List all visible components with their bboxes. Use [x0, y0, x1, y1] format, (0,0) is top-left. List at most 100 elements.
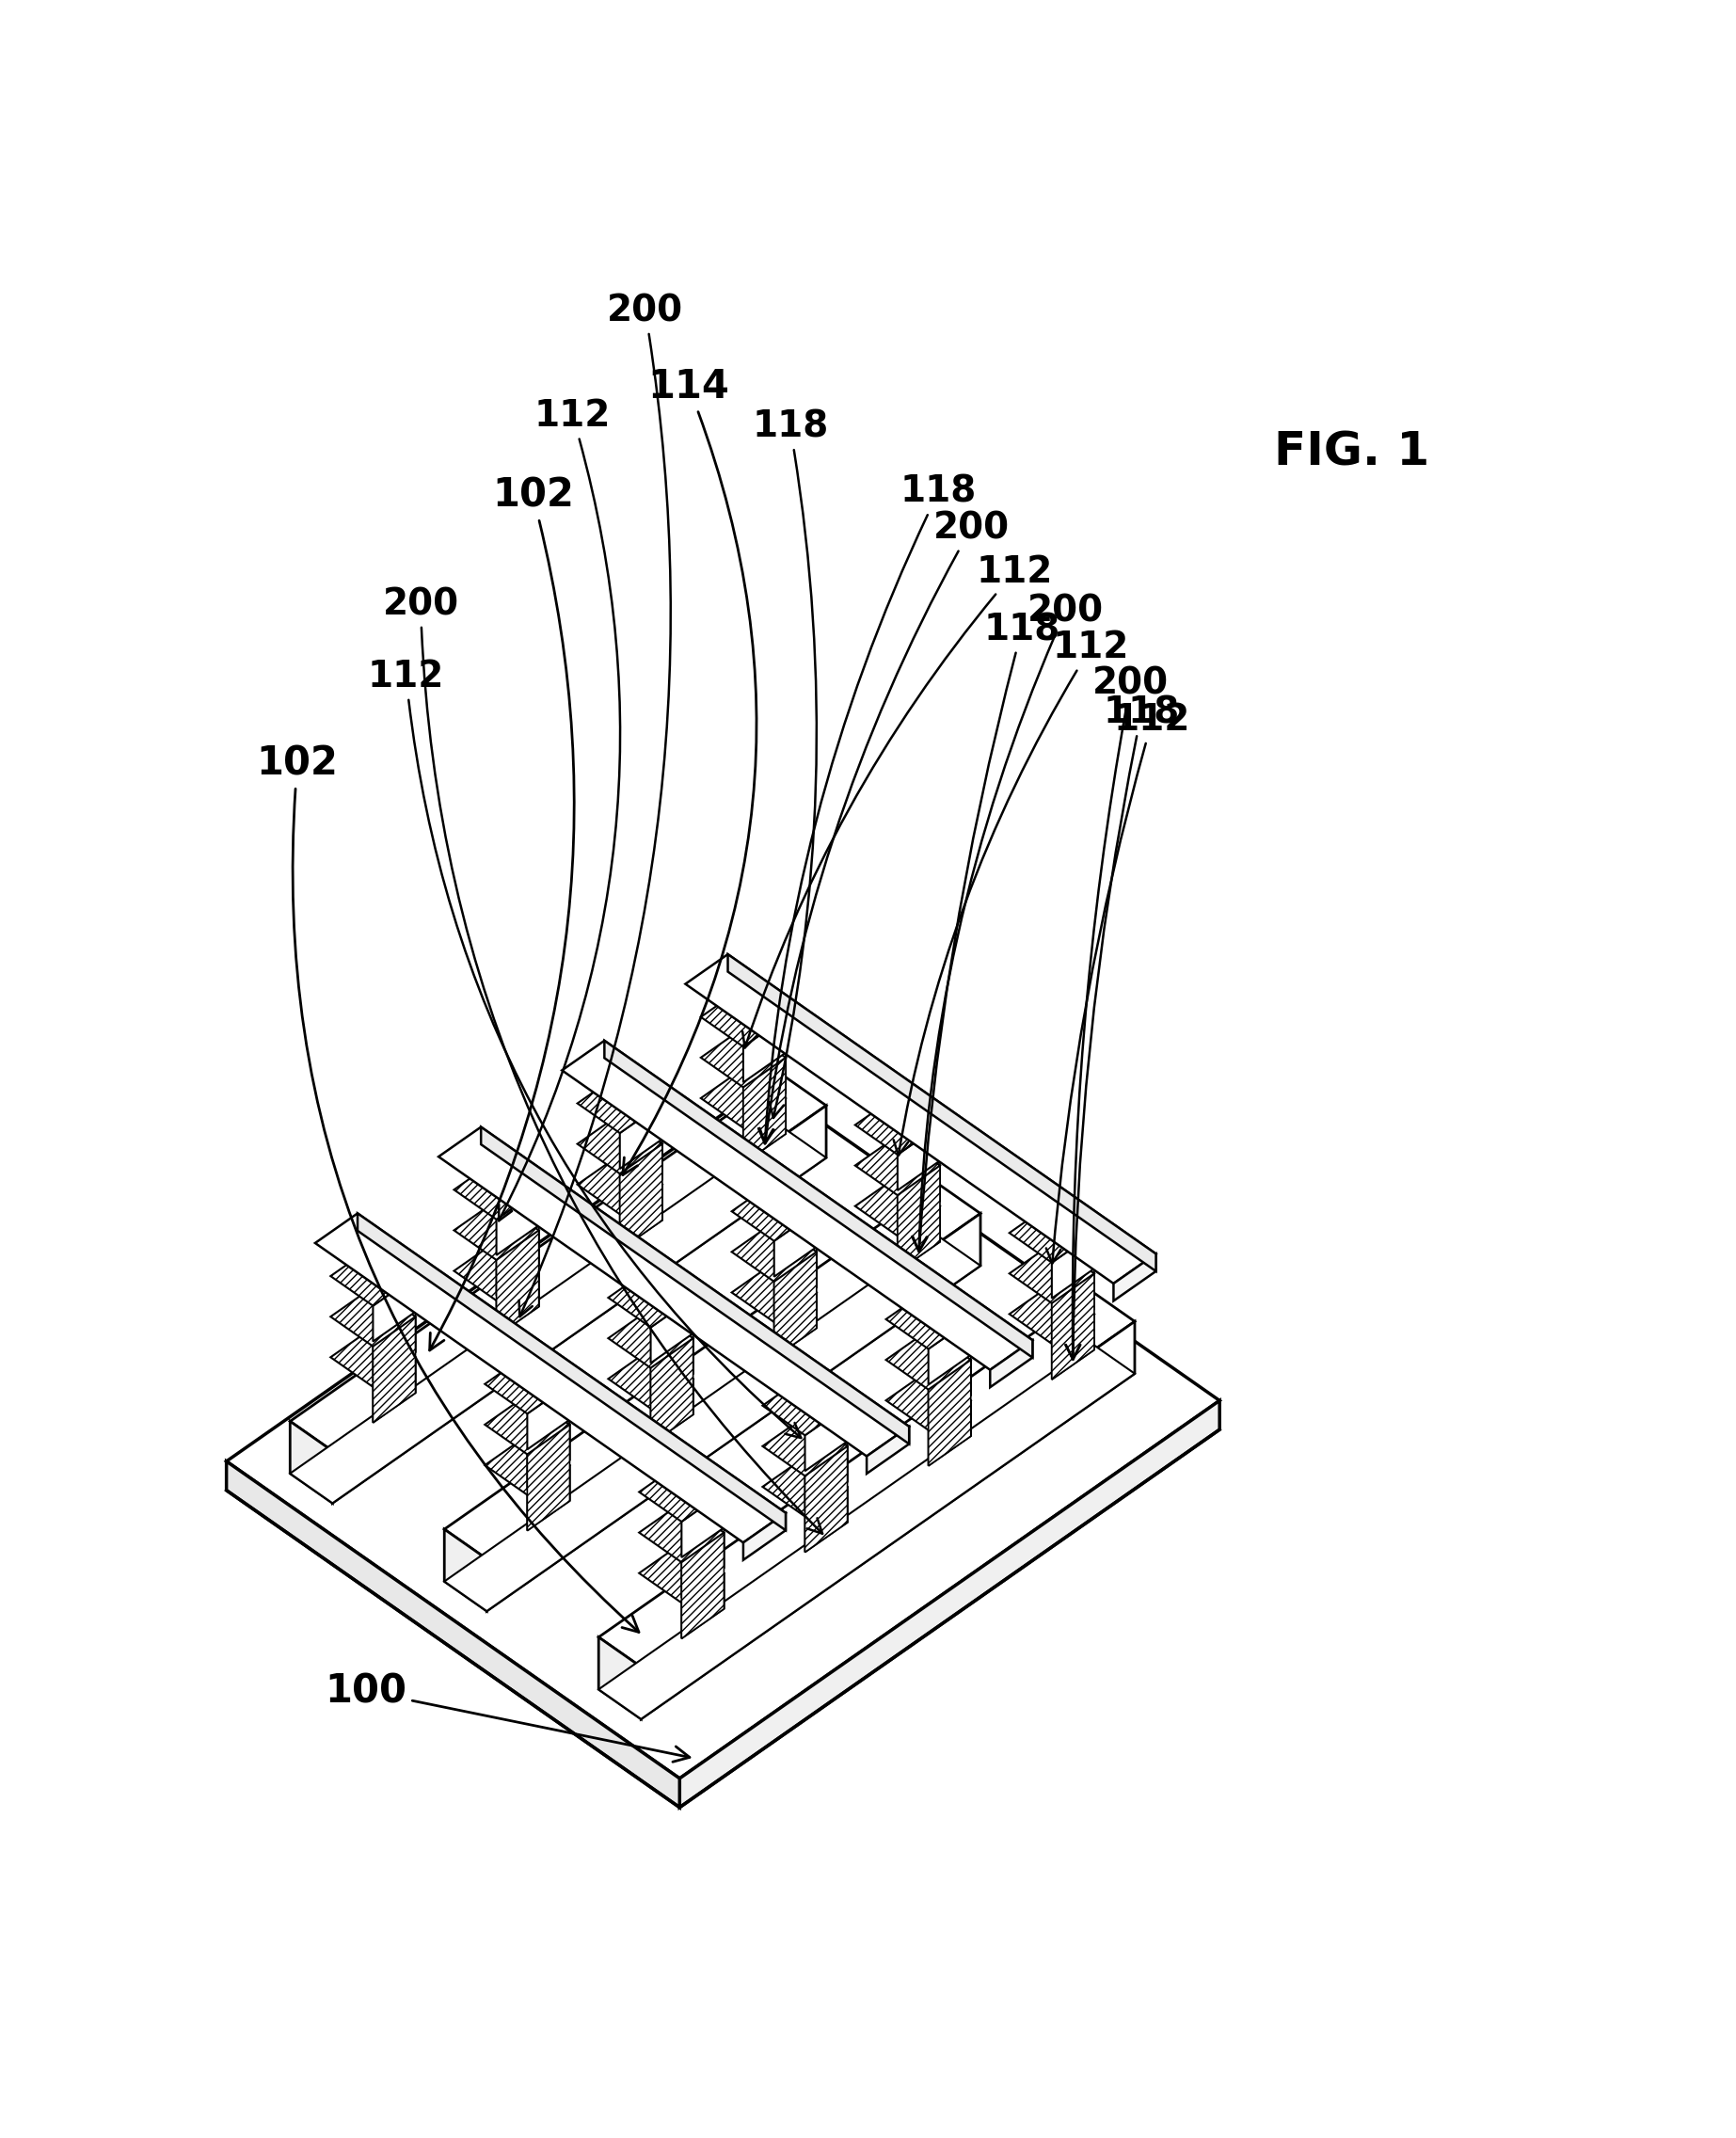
Polygon shape: [682, 1533, 724, 1597]
Polygon shape: [1052, 1274, 1094, 1338]
Polygon shape: [226, 1084, 1220, 1779]
Polygon shape: [620, 1184, 661, 1251]
Polygon shape: [373, 1246, 415, 1313]
Polygon shape: [762, 1458, 847, 1516]
Polygon shape: [496, 1242, 538, 1306]
Polygon shape: [651, 1308, 693, 1375]
Polygon shape: [743, 1514, 786, 1561]
Polygon shape: [528, 1424, 569, 1490]
Polygon shape: [620, 1155, 661, 1221]
Polygon shape: [762, 1417, 847, 1475]
Polygon shape: [743, 1058, 786, 1122]
Polygon shape: [701, 1028, 786, 1088]
Polygon shape: [731, 1264, 816, 1321]
Polygon shape: [486, 1214, 981, 1612]
Polygon shape: [358, 1214, 786, 1531]
Polygon shape: [330, 1246, 415, 1306]
Polygon shape: [562, 1041, 1033, 1370]
Polygon shape: [290, 1075, 826, 1452]
Polygon shape: [898, 1135, 939, 1202]
Polygon shape: [651, 1268, 693, 1334]
Polygon shape: [455, 1202, 538, 1259]
Polygon shape: [743, 1028, 786, 1093]
Polygon shape: [484, 1435, 569, 1494]
Polygon shape: [373, 1358, 415, 1422]
Polygon shape: [496, 1199, 538, 1336]
Text: FIG. 1: FIG. 1: [1274, 430, 1429, 475]
Polygon shape: [528, 1394, 569, 1460]
Polygon shape: [578, 1155, 661, 1214]
Polygon shape: [682, 1574, 724, 1638]
Polygon shape: [743, 1099, 786, 1163]
Polygon shape: [701, 988, 786, 1048]
Polygon shape: [444, 1184, 981, 1559]
Polygon shape: [1009, 1244, 1094, 1304]
Text: 200: 200: [1066, 667, 1168, 1360]
Text: 112: 112: [368, 659, 800, 1439]
Polygon shape: [651, 1308, 693, 1445]
Polygon shape: [578, 1073, 661, 1133]
Text: 118: 118: [759, 475, 977, 1144]
Polygon shape: [373, 1287, 415, 1353]
Text: 118: 118: [1066, 695, 1180, 1360]
Text: 200: 200: [519, 293, 684, 1317]
Polygon shape: [373, 1285, 415, 1422]
Polygon shape: [929, 1289, 970, 1355]
Polygon shape: [1052, 1285, 1094, 1349]
Polygon shape: [682, 1501, 724, 1638]
Polygon shape: [373, 1317, 415, 1381]
Text: 102: 102: [257, 744, 639, 1631]
Text: 112: 112: [1047, 703, 1191, 1264]
Polygon shape: [651, 1379, 693, 1445]
Polygon shape: [651, 1338, 693, 1405]
Polygon shape: [333, 1105, 826, 1503]
Polygon shape: [496, 1161, 538, 1225]
Polygon shape: [898, 1176, 939, 1242]
Polygon shape: [990, 1341, 1033, 1388]
Polygon shape: [528, 1435, 569, 1501]
Polygon shape: [731, 1223, 816, 1281]
Polygon shape: [682, 1462, 724, 1529]
Polygon shape: [806, 1458, 847, 1522]
Polygon shape: [743, 988, 786, 1052]
Polygon shape: [373, 1276, 415, 1341]
Polygon shape: [290, 1422, 333, 1503]
Polygon shape: [639, 1544, 724, 1604]
Polygon shape: [604, 1041, 1033, 1358]
Text: 118: 118: [913, 611, 1061, 1251]
Polygon shape: [444, 1236, 981, 1612]
Polygon shape: [528, 1465, 569, 1531]
Polygon shape: [929, 1330, 970, 1467]
Polygon shape: [898, 1135, 939, 1272]
Text: 112: 112: [498, 398, 620, 1221]
Polygon shape: [885, 1289, 970, 1349]
Polygon shape: [599, 1345, 1135, 1719]
Polygon shape: [856, 1095, 939, 1155]
Polygon shape: [528, 1383, 569, 1450]
Polygon shape: [774, 1182, 816, 1246]
Polygon shape: [599, 1291, 1135, 1668]
Polygon shape: [866, 1426, 910, 1473]
Polygon shape: [608, 1349, 693, 1409]
Polygon shape: [330, 1287, 415, 1347]
Polygon shape: [743, 1026, 786, 1163]
Polygon shape: [762, 1377, 847, 1435]
Polygon shape: [885, 1330, 970, 1390]
Polygon shape: [1052, 1315, 1094, 1379]
Text: 102: 102: [429, 477, 575, 1351]
Polygon shape: [439, 1127, 910, 1456]
Polygon shape: [743, 1018, 786, 1082]
Polygon shape: [774, 1223, 816, 1287]
Polygon shape: [620, 1114, 661, 1251]
Polygon shape: [290, 1129, 826, 1503]
Polygon shape: [316, 1214, 786, 1544]
Polygon shape: [806, 1405, 847, 1471]
Polygon shape: [1052, 1234, 1094, 1298]
Polygon shape: [682, 1492, 724, 1556]
Polygon shape: [1009, 1285, 1094, 1345]
Polygon shape: [528, 1353, 569, 1420]
Polygon shape: [620, 1144, 661, 1210]
Polygon shape: [898, 1165, 939, 1231]
Polygon shape: [806, 1377, 847, 1441]
Polygon shape: [578, 1114, 661, 1174]
